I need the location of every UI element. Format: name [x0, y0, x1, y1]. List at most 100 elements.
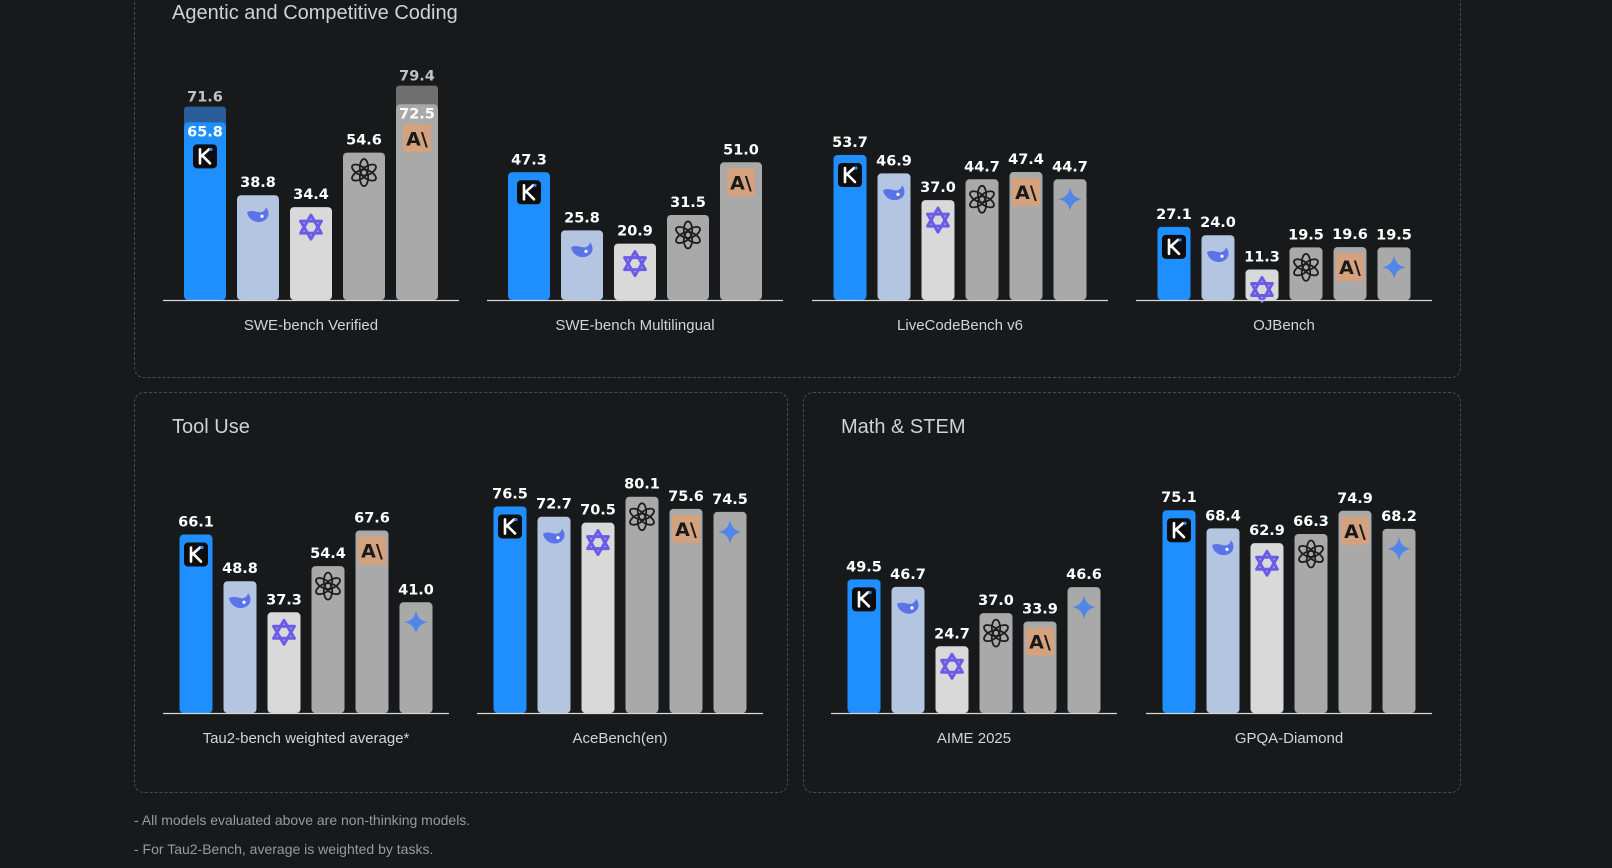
- qwen-star-icon: [299, 213, 323, 241]
- bar: [1294, 533, 1328, 713]
- bar: [396, 104, 438, 300]
- bar: [833, 155, 867, 300]
- value-label: 24.0: [1200, 215, 1236, 231]
- bar: [581, 522, 615, 713]
- benchmark-label: AIME 2025: [937, 730, 1011, 747]
- bar: [669, 508, 703, 713]
- gemini-sparkle-icon: [1387, 536, 1411, 561]
- deepseek-whale-icon: [229, 593, 251, 609]
- gemini-sparkle-icon: [404, 610, 428, 635]
- math-panel: [803, 392, 1461, 793]
- bar: [713, 511, 747, 713]
- bar: [311, 566, 345, 713]
- value-label: 47.4: [1008, 152, 1044, 168]
- openai-knot-icon: [969, 184, 995, 214]
- bar: [625, 496, 659, 713]
- anthropic-a-icon: A\: [1012, 178, 1040, 207]
- value-label: 72.7: [536, 497, 572, 513]
- kimi-k-logo-icon: [852, 587, 876, 612]
- value-label: 19.6: [1332, 227, 1368, 243]
- kimi-k-logo-icon: [838, 163, 862, 188]
- bar: [343, 152, 385, 300]
- value-label: 34.4: [293, 187, 329, 203]
- gemini-sparkle-icon: [1072, 595, 1096, 620]
- kimi-k-logo-icon: [517, 180, 541, 205]
- bar: [877, 173, 911, 300]
- openai-knot-icon: [629, 502, 655, 532]
- bar: [223, 581, 257, 713]
- value-label: 54.4: [310, 546, 346, 562]
- value-label: 11.3: [1244, 249, 1280, 265]
- math-section-title: Math & STEM: [841, 416, 966, 438]
- anthropic-a-icon: A\: [672, 514, 700, 543]
- bar: [1250, 543, 1284, 713]
- svg-text:A\: A\: [361, 540, 383, 562]
- bar: [399, 602, 433, 713]
- qwen-star-icon: [926, 206, 950, 234]
- value-label: 65.8: [187, 124, 223, 140]
- openai-knot-icon: [675, 220, 701, 250]
- openai-knot-icon: [1293, 252, 1319, 282]
- benchmark-label: LiveCodeBench v6: [897, 317, 1023, 334]
- bar: [1206, 528, 1240, 713]
- deepseek-whale-icon: [1212, 540, 1234, 556]
- value-label-extended: 71.6: [187, 90, 223, 106]
- deepseek-whale-icon: [247, 207, 269, 223]
- openai-knot-icon: [351, 158, 377, 187]
- bar: [1053, 179, 1087, 300]
- value-label: 80.1: [624, 477, 660, 493]
- openai-knot-icon: [1298, 539, 1324, 569]
- value-label: 66.1: [178, 515, 214, 531]
- value-label: 49.5: [846, 559, 882, 575]
- deepseek-whale-icon: [883, 185, 905, 201]
- benchmark-label: AceBench(en): [572, 730, 667, 747]
- value-label: 41.0: [398, 582, 434, 598]
- deepseek-whale-icon: [1207, 247, 1229, 263]
- coding-panel: [134, 0, 1461, 378]
- value-label: 75.1: [1161, 490, 1197, 506]
- value-label: 66.3: [1293, 514, 1329, 530]
- bar: [847, 579, 881, 713]
- value-label: 76.5: [492, 486, 528, 502]
- value-label: 48.8: [222, 561, 258, 577]
- value-label: 44.7: [964, 159, 1000, 175]
- benchmark-label: SWE-bench Verified: [244, 317, 378, 334]
- gemini-sparkle-icon: [718, 519, 742, 544]
- bar: [508, 172, 550, 300]
- openai-knot-icon: [983, 618, 1009, 648]
- value-label: 72.5: [399, 106, 435, 122]
- deepseek-whale-icon: [897, 598, 919, 614]
- value-label: 53.7: [832, 135, 868, 151]
- value-label: 20.9: [617, 224, 653, 240]
- bar: [179, 534, 213, 713]
- kimi-k-logo-icon: [184, 542, 208, 567]
- value-label: 68.2: [1381, 509, 1417, 525]
- value-label: 74.5: [712, 492, 748, 508]
- coding-section-title: Agentic and Competitive Coding: [172, 2, 458, 24]
- bar: [891, 586, 925, 713]
- kimi-k-logo-icon: [498, 514, 522, 539]
- qwen-star-icon: [1250, 276, 1274, 303]
- value-label: 25.8: [564, 210, 600, 226]
- value-label: 51.0: [723, 142, 759, 158]
- anthropic-a-icon: A\: [358, 536, 386, 565]
- benchmark-label: SWE-bench Multilingual: [555, 317, 714, 334]
- svg-text:A\: A\: [1029, 631, 1051, 653]
- svg-text:A\: A\: [406, 128, 428, 150]
- benchmark-label: Tau2-bench weighted average*: [203, 730, 410, 747]
- tool-use-section-title: Tool Use: [172, 416, 250, 438]
- value-label-extended: 79.4: [399, 69, 435, 85]
- kimi-k-logo-icon: [193, 144, 217, 169]
- benchmark-label: OJBench: [1253, 317, 1315, 334]
- value-label: 54.6: [346, 133, 382, 149]
- value-label: 46.7: [890, 567, 926, 583]
- value-label: 19.5: [1376, 227, 1412, 243]
- bar: [237, 195, 279, 300]
- value-label: 47.3: [511, 152, 547, 168]
- bar: [355, 530, 389, 713]
- bar: [979, 613, 1013, 713]
- anthropic-a-icon: A\: [1026, 627, 1054, 656]
- footnote-non-thinking: - All models evaluated above are non-thi…: [134, 812, 471, 828]
- bar: [1382, 528, 1416, 713]
